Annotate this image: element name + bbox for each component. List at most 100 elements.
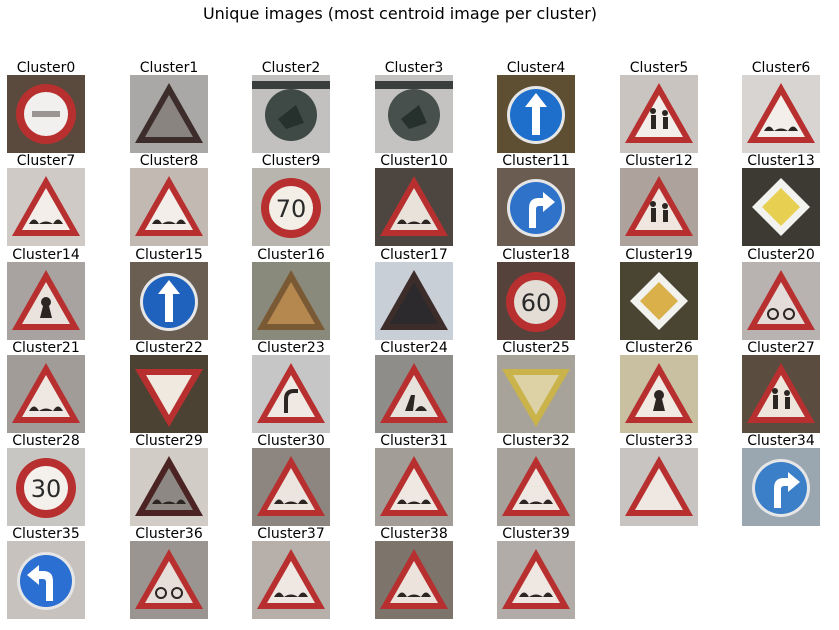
cluster-label: Cluster15 xyxy=(135,247,203,263)
sign-face xyxy=(24,466,68,510)
cluster-thumbnail: 70 xyxy=(252,168,330,246)
cluster-cell: Cluster29 xyxy=(130,433,208,526)
cluster-thumbnail xyxy=(742,355,820,433)
sign-face xyxy=(635,95,683,137)
cluster-cell: Cluster35 xyxy=(7,526,85,619)
cluster-cell: Cluster3 xyxy=(375,60,453,153)
speed-limit-number: 60 xyxy=(521,289,552,317)
sign-face xyxy=(390,282,438,324)
cluster-label: Cluster34 xyxy=(747,433,815,449)
cluster-label: Cluster8 xyxy=(139,153,199,169)
cluster-cell: Cluster28 30 xyxy=(7,433,85,526)
cluster-cell: Cluster14 xyxy=(7,247,85,340)
cluster-cell: Cluster7 xyxy=(7,153,85,246)
arrow-up-symbol xyxy=(525,93,547,135)
cluster-thumbnail xyxy=(130,75,208,153)
child-body-symbol xyxy=(785,397,790,409)
cluster-thumbnail xyxy=(742,168,820,246)
cluster-thumbnail xyxy=(375,75,453,153)
cluster-thumbnail xyxy=(7,168,85,246)
cluster-cell: Cluster26 xyxy=(620,340,698,433)
child-body-symbol xyxy=(663,210,668,222)
bump-symbol xyxy=(29,219,63,224)
cluster-label: Cluster12 xyxy=(625,153,693,169)
cluster-label: Cluster2 xyxy=(261,60,321,76)
cluster-label: Cluster22 xyxy=(135,340,203,356)
cluster-cell: Cluster22 xyxy=(130,340,208,433)
cluster-cell: Cluster12 xyxy=(620,153,698,246)
cluster-cell: Cluster36 xyxy=(130,526,208,619)
cluster-label: Cluster36 xyxy=(135,526,203,542)
cluster-label: Cluster23 xyxy=(257,340,325,356)
arrow-left-symbol xyxy=(27,565,53,601)
sign-symbol xyxy=(278,105,304,129)
child-body-symbol xyxy=(651,115,656,129)
sign-face xyxy=(146,375,192,415)
cluster-label: Cluster3 xyxy=(384,60,444,76)
sign-face xyxy=(514,280,558,324)
cluster-cell: Cluster24 xyxy=(375,340,453,433)
cluster-label: Cluster17 xyxy=(380,247,448,263)
cluster-label: Cluster20 xyxy=(747,247,815,263)
sign-face xyxy=(635,188,683,230)
cluster-label: Cluster21 xyxy=(12,340,80,356)
cluster-thumbnail xyxy=(130,448,208,526)
cluster-thumbnail xyxy=(375,262,453,340)
cluster-cell: Cluster20 xyxy=(742,247,820,340)
cluster-thumbnail xyxy=(375,355,453,433)
cluster-label: Cluster18 xyxy=(502,247,570,263)
cluster-label: Cluster14 xyxy=(12,247,80,263)
cluster-cell: Cluster9 70 xyxy=(252,153,330,246)
worker-pile-symbol xyxy=(415,406,427,411)
cluster-cell: Cluster2 xyxy=(252,60,330,153)
cluster-cell: Cluster27 xyxy=(742,340,820,433)
sign-face xyxy=(757,375,805,417)
cluster-label: Cluster7 xyxy=(16,153,76,169)
cluster-label: Cluster28 xyxy=(12,433,80,449)
bump-symbol xyxy=(397,499,431,504)
cluster-thumbnail xyxy=(7,355,85,433)
child-head-symbol xyxy=(650,108,656,114)
cluster-label: Cluster39 xyxy=(502,526,570,542)
bump-symbol xyxy=(152,219,186,224)
cluster-label: Cluster33 xyxy=(625,433,693,449)
cluster-thumbnail xyxy=(7,75,85,153)
cluster-cell: Cluster0 xyxy=(7,60,85,153)
cluster-cell: Cluster39 xyxy=(497,526,575,619)
cluster-cell: Cluster18 60 xyxy=(497,247,575,340)
child-head-symbol xyxy=(784,390,790,396)
cluster-thumbnail xyxy=(620,355,698,433)
cluster-cell: Cluster4 xyxy=(497,60,575,153)
cluster-label: Cluster24 xyxy=(380,340,448,356)
cluster-thumbnail xyxy=(252,541,330,619)
cluster-label: Cluster37 xyxy=(257,526,325,542)
cluster-cell: Cluster33 xyxy=(620,433,698,526)
figure-title: Unique images (most centroid image per c… xyxy=(202,4,598,23)
cluster-label: Cluster5 xyxy=(629,60,689,76)
cluster-label: Cluster32 xyxy=(502,433,570,449)
cluster-label: Cluster0 xyxy=(16,60,76,76)
cluster-cell: Cluster17 xyxy=(375,247,453,340)
bump-symbol xyxy=(274,499,308,504)
cluster-thumbnail xyxy=(130,541,208,619)
speed-limit-number: 30 xyxy=(31,475,62,503)
cluster-cell: Cluster1 xyxy=(130,60,208,153)
sign-symbol xyxy=(401,105,427,129)
child-head-symbol xyxy=(650,201,656,207)
cluster-thumbnail xyxy=(7,262,85,340)
child-body-symbol xyxy=(663,117,668,129)
cluster-cell: Cluster16 xyxy=(252,247,330,340)
cluster-cell: Cluster32 xyxy=(497,433,575,526)
pedestrian-head-symbol xyxy=(41,297,51,307)
pedestrian-head-symbol xyxy=(654,390,664,400)
background-rail xyxy=(375,81,453,89)
cluster-thumbnail xyxy=(252,448,330,526)
cluster-thumbnail xyxy=(742,75,820,153)
bike-wheel-symbol xyxy=(155,587,167,599)
sign-face xyxy=(513,375,559,415)
sign-face xyxy=(145,95,193,137)
cluster-thumbnail xyxy=(620,448,698,526)
cluster-cell: Cluster38 xyxy=(375,526,453,619)
cluster-label: Cluster19 xyxy=(625,247,693,263)
cluster-cell: Cluster6 xyxy=(742,60,820,153)
